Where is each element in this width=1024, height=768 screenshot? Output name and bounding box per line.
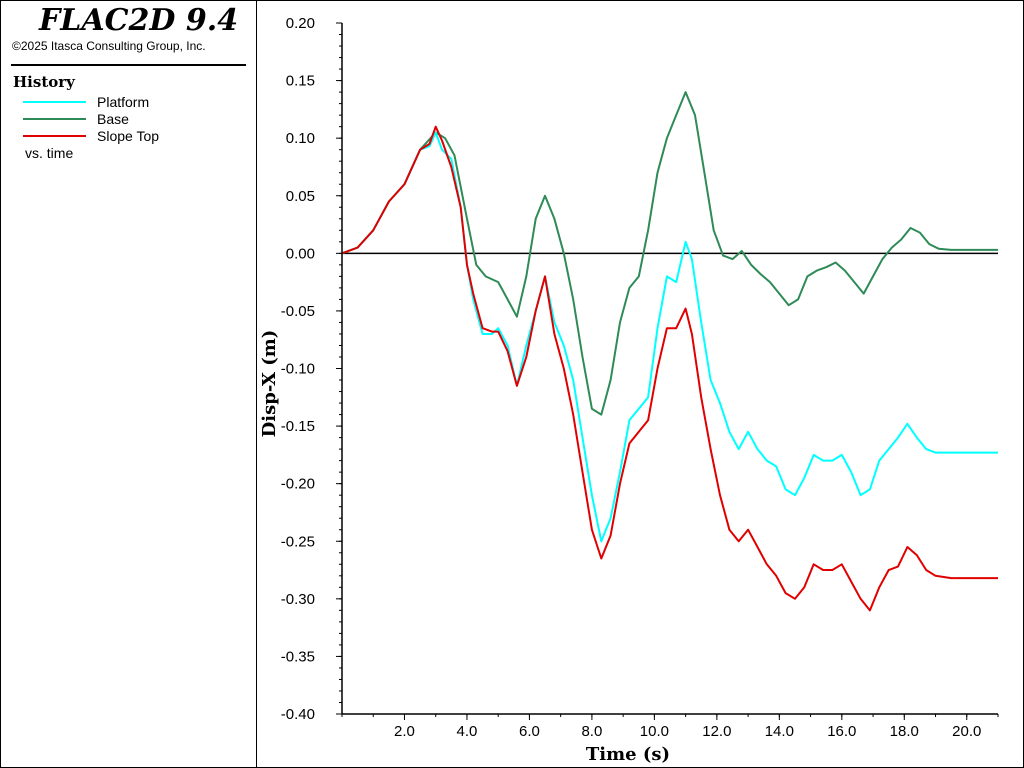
x-tick-label: 8.0 [581,723,602,740]
legend-label-platform: Platform [97,94,150,110]
legend-swatch-base [23,118,86,120]
legend-swatch-platform [23,101,86,103]
y-tick-label: -0.35 [281,648,315,665]
x-tick-label: 2.0 [394,723,415,740]
legend-swatch-slope-top [23,135,86,137]
y-tick-label: -0.10 [281,361,315,378]
x-tick-label: 6.0 [519,723,540,740]
y-tick-label: -0.25 [281,533,315,550]
y-tick-label: 0.05 [286,188,315,205]
x-axis-title: Time (s) [586,744,670,765]
title-divider [11,64,246,66]
x-tick-label: 16.0 [827,723,856,740]
y-tick-label: -0.30 [281,591,315,608]
x-tick-label: 18.0 [890,723,919,740]
series-line-platform [341,131,998,543]
y-tick-label: 0.00 [286,245,315,262]
app-title: FLAC2D 9.4 [39,3,239,38]
legend-entry-platform: Platform [23,94,243,110]
y-tick-label: 0.20 [286,15,315,32]
legend-vs-time: vs. time [25,145,74,161]
y-axis-ticks: 0.20 0.15 0.10 0.05 0.00 -0.05 -0.10 -0.15 -0.20… [281,15,342,723]
y-tick-label: -0.05 [281,303,315,320]
history-heading: History [13,73,75,91]
x-tick-label: 14.0 [765,723,794,740]
y-tick-label: 0.10 [286,130,315,147]
series-line-base [341,91,998,416]
x-tick-label: 10.0 [640,723,669,740]
history-chart: 0.20 0.15 0.10 0.05 0.00 -0.05 -0.10 -0.15 -0.20… [259,15,999,765]
copyright-text: ©2025 Itasca Consulting Group, Inc. [12,39,206,53]
legend-entry-slope-top: Slope Top [23,128,243,144]
legend-entry-base: Base [23,111,243,127]
x-tick-label: 4.0 [457,723,478,740]
series-group [341,91,998,612]
legend-label-slope-top: Slope Top [97,128,160,144]
y-axis-title: Disp-X (m) [259,330,280,438]
x-tick-label: 20.0 [952,723,981,740]
y-tick-label: 0.15 [286,73,315,90]
y-tick-label: -0.20 [281,476,315,493]
legend-panel: FLAC2D 9.4 ©2025 Itasca Consulting Group… [1,1,257,767]
x-tick-label: 12.0 [702,723,731,740]
legend-label-base: Base [97,111,129,127]
series-line-slope-top [341,125,998,612]
y-tick-label: -0.15 [281,418,315,435]
y-tick-label: -0.40 [281,706,315,723]
x-axis-ticks: 2.0 4.0 6.0 8.0 10.0 12.0 14.0 16.0 18.0 20.0 [341,714,999,740]
